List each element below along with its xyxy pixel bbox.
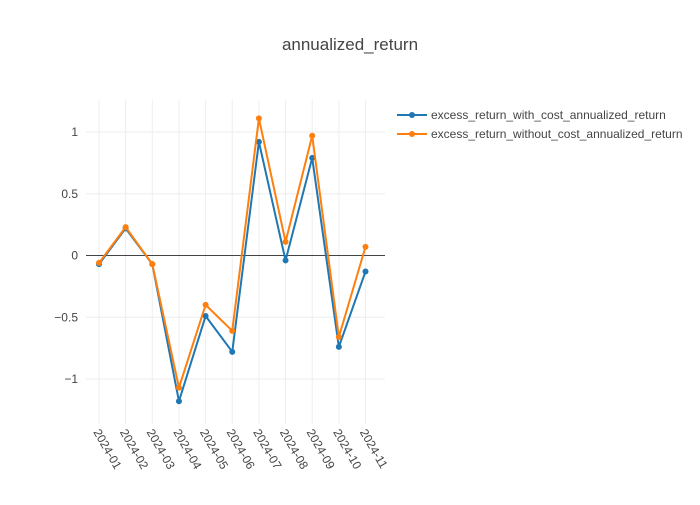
y-tick-label: 0.5 (61, 187, 78, 201)
legend-label: excess_return_with_cost_annualized_retur… (431, 108, 666, 122)
data-point[interactable] (96, 259, 102, 266)
data-point[interactable] (309, 154, 316, 161)
data-point[interactable] (202, 301, 209, 308)
y-tick-label: −1 (64, 372, 78, 386)
y-tick-label: −0.5 (54, 310, 78, 324)
data-point[interactable] (122, 224, 129, 231)
series-layer (96, 115, 369, 405)
legend[interactable]: excess_return_with_cost_annualized_retur… (397, 108, 683, 141)
chart-title: annualized_return (282, 35, 418, 54)
data-point[interactable] (175, 384, 182, 391)
data-point[interactable] (229, 327, 236, 334)
legend-label: excess_return_without_cost_annualized_re… (431, 127, 683, 141)
data-point[interactable] (149, 261, 156, 268)
legend-item[interactable]: excess_return_with_cost_annualized_retur… (397, 108, 666, 122)
data-point[interactable] (282, 238, 289, 245)
data-point[interactable] (282, 257, 289, 264)
x-axis-tick-labels: 2024-012024-022024-032024-042024-052024-… (90, 427, 390, 472)
data-point[interactable] (362, 243, 369, 250)
data-point[interactable] (362, 268, 369, 275)
y-axis-tick-labels: 1 0.5 0 −0.5 −1 (54, 125, 78, 386)
legend-swatch-marker (409, 112, 415, 118)
data-point[interactable] (255, 115, 262, 122)
legend-swatch-marker (409, 131, 415, 137)
y-tick-label: 0 (71, 249, 78, 263)
data-point[interactable] (202, 313, 209, 320)
data-point[interactable] (309, 132, 316, 139)
series-2 (96, 115, 369, 391)
grid-lines (86, 100, 385, 424)
data-point[interactable] (335, 343, 342, 350)
data-point[interactable] (255, 138, 262, 145)
data-point[interactable] (175, 398, 182, 405)
data-point[interactable] (229, 348, 236, 355)
data-point[interactable] (335, 334, 342, 341)
y-tick-label: 1 (71, 125, 78, 139)
legend-item[interactable]: excess_return_without_cost_annualized_re… (397, 127, 683, 141)
